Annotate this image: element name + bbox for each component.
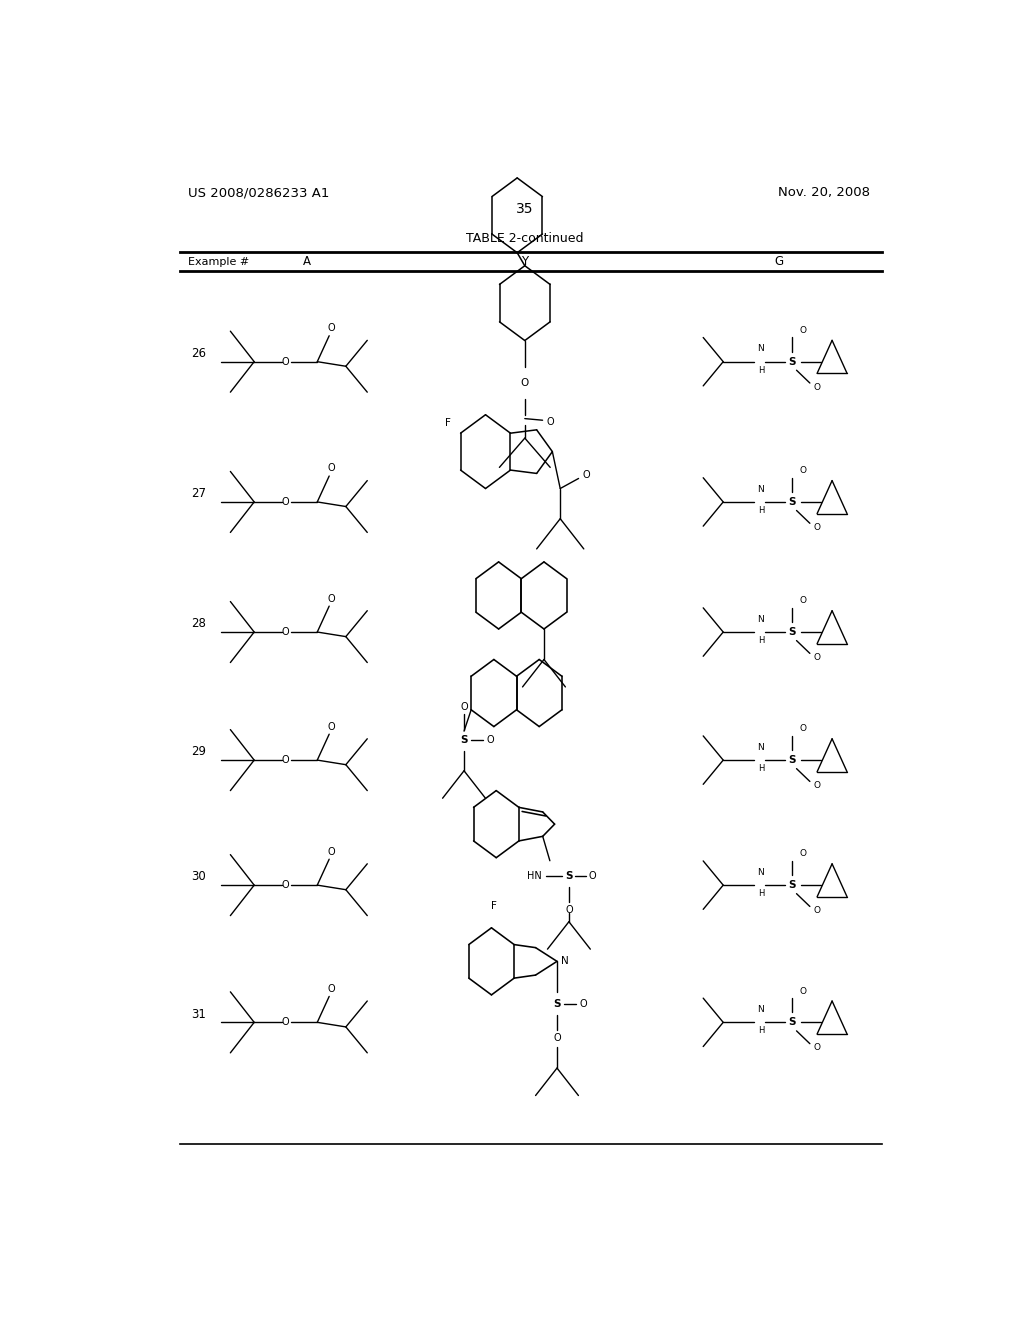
- Text: O: O: [460, 702, 468, 711]
- Text: O: O: [800, 466, 807, 475]
- Text: 30: 30: [191, 870, 206, 883]
- Text: H: H: [758, 366, 764, 375]
- Text: O: O: [580, 999, 587, 1008]
- Text: O: O: [282, 356, 289, 367]
- Text: N: N: [758, 345, 764, 354]
- Text: O: O: [800, 986, 807, 995]
- Text: O: O: [520, 378, 529, 388]
- Text: N: N: [560, 957, 568, 966]
- Text: N: N: [758, 615, 764, 624]
- Text: N: N: [758, 1005, 764, 1014]
- Text: O: O: [328, 594, 336, 603]
- Text: 31: 31: [191, 1007, 207, 1020]
- Text: O: O: [553, 1032, 561, 1043]
- Text: S: S: [565, 871, 572, 880]
- Text: O: O: [486, 735, 494, 746]
- Text: O: O: [282, 496, 289, 507]
- Text: O: O: [547, 417, 554, 426]
- Text: F: F: [444, 418, 451, 428]
- Text: Y: Y: [521, 255, 528, 268]
- Text: O: O: [813, 383, 820, 392]
- Text: O: O: [282, 627, 289, 638]
- Text: 26: 26: [191, 347, 207, 360]
- Text: O: O: [800, 849, 807, 858]
- Text: N: N: [758, 484, 764, 494]
- Text: 28: 28: [191, 618, 207, 631]
- Text: S: S: [553, 999, 561, 1008]
- Text: O: O: [282, 755, 289, 766]
- Text: O: O: [565, 904, 572, 915]
- Text: US 2008/0286233 A1: US 2008/0286233 A1: [187, 186, 329, 199]
- Text: O: O: [800, 326, 807, 335]
- Text: O: O: [813, 781, 820, 791]
- Text: Example #: Example #: [187, 256, 249, 267]
- Text: A: A: [302, 255, 310, 268]
- Text: O: O: [813, 907, 820, 915]
- Text: O: O: [583, 470, 590, 480]
- Text: TABLE 2-continued: TABLE 2-continued: [466, 232, 584, 246]
- Text: 29: 29: [191, 746, 207, 759]
- Text: O: O: [813, 523, 820, 532]
- Text: O: O: [800, 597, 807, 606]
- Text: 35: 35: [516, 202, 534, 216]
- Text: O: O: [328, 846, 336, 857]
- Text: Nov. 20, 2008: Nov. 20, 2008: [778, 186, 870, 199]
- Text: S: S: [788, 627, 796, 638]
- Text: S: S: [788, 1018, 796, 1027]
- Text: S: S: [788, 755, 796, 766]
- Text: 27: 27: [191, 487, 207, 500]
- Text: O: O: [282, 1018, 289, 1027]
- Text: O: O: [813, 653, 820, 663]
- Text: F: F: [490, 902, 497, 912]
- Text: N: N: [758, 867, 764, 876]
- Text: O: O: [282, 880, 289, 890]
- Text: O: O: [328, 463, 336, 474]
- Text: S: S: [460, 735, 468, 746]
- Text: O: O: [328, 323, 336, 333]
- Text: O: O: [800, 725, 807, 734]
- Text: S: S: [788, 880, 796, 890]
- Text: O: O: [328, 722, 336, 731]
- Text: N: N: [758, 743, 764, 752]
- Text: O: O: [328, 983, 336, 994]
- Text: S: S: [788, 496, 796, 507]
- Text: G: G: [774, 255, 783, 268]
- Text: H: H: [758, 1027, 764, 1035]
- Text: H: H: [758, 506, 764, 515]
- Text: H: H: [758, 636, 764, 645]
- Text: H: H: [758, 764, 764, 774]
- Text: O: O: [589, 871, 597, 880]
- Text: H: H: [758, 890, 764, 898]
- Text: HN: HN: [527, 871, 542, 880]
- Text: O: O: [813, 1043, 820, 1052]
- Text: S: S: [788, 356, 796, 367]
